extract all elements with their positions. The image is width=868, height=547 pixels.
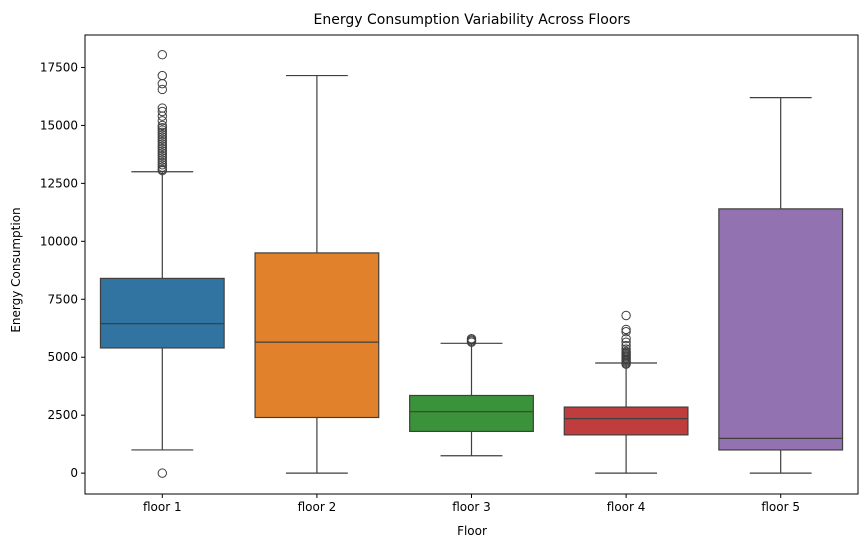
y-tick-label: 2500 — [47, 408, 78, 422]
outlier-point — [157, 160, 168, 170]
iqr-box — [563, 406, 689, 436]
outlier-point — [157, 150, 168, 161]
y-axis: 0 2500 5000 7500 10000 12500 15000 17500 — [40, 60, 85, 480]
iqr-box — [254, 252, 380, 419]
outlier-point — [157, 468, 168, 478]
x-tick-label: floor 3 — [452, 500, 491, 514]
outlier-point — [157, 116, 168, 126]
outlier-point — [157, 134, 168, 145]
x-tick-label: floor 5 — [761, 500, 800, 514]
y-tick-label: 5000 — [47, 350, 78, 364]
outlier-point — [157, 129, 168, 140]
boxes-layer — [99, 50, 844, 478]
outlier-point — [157, 146, 168, 156]
outlier-point — [157, 155, 168, 165]
outlier-point — [621, 344, 631, 354]
outlier-point — [157, 125, 168, 135]
x-tick-label: floor 1 — [143, 500, 182, 514]
iqr-box — [99, 277, 225, 349]
x-tick-label: floor 2 — [298, 500, 337, 514]
outlier-point — [157, 106, 168, 117]
box-floor-3 — [409, 333, 534, 457]
outlier-point — [157, 123, 168, 133]
box-floor-2 — [254, 74, 380, 474]
outlier-point — [157, 141, 168, 151]
outlier-point — [621, 324, 631, 335]
outlier-point — [157, 143, 168, 154]
outlier-point — [157, 50, 168, 60]
outlier-point — [157, 139, 168, 149]
box-floor-5 — [718, 96, 844, 474]
y-tick-label: 10000 — [40, 234, 78, 248]
outlier-point — [157, 70, 168, 81]
outlier-point — [157, 162, 168, 172]
outlier-point — [157, 148, 168, 158]
outlier-point — [466, 333, 477, 344]
outlier-point — [157, 84, 168, 95]
outlier-point — [157, 103, 168, 113]
iqr-box — [409, 394, 534, 433]
box-floor-4 — [563, 310, 689, 474]
outlier-point — [157, 120, 168, 131]
outlier-point — [157, 127, 168, 138]
outlier-point — [621, 333, 631, 344]
outlier-point — [157, 157, 168, 168]
x-axis: floor 1 floor 2 floor 3 floor 4 floor 5 — [143, 494, 800, 514]
outlier-point — [157, 132, 168, 142]
x-tick-label: floor 4 — [607, 500, 646, 514]
outlier-point — [157, 78, 168, 89]
outlier-point — [621, 337, 631, 347]
outlier-point — [621, 310, 631, 321]
outlier-point — [621, 340, 631, 351]
x-axis-label: Floor — [457, 524, 487, 538]
outlier-point — [157, 164, 168, 175]
outlier-point — [621, 327, 631, 337]
outlier-point — [621, 346, 631, 357]
iqr-box — [718, 208, 844, 451]
y-tick-label: 17500 — [40, 60, 78, 74]
outlier-point — [157, 153, 168, 163]
y-axis-label: Energy Consumption — [9, 207, 23, 332]
box-floor-1 — [99, 50, 225, 478]
y-tick-label: 0 — [70, 466, 78, 480]
outlier-point — [157, 136, 168, 147]
chart-title: Energy Consumption Variability Across Fl… — [314, 12, 631, 28]
y-tick-label: 12500 — [40, 176, 78, 190]
y-tick-label: 15000 — [40, 118, 78, 132]
y-tick-label: 7500 — [47, 292, 78, 306]
